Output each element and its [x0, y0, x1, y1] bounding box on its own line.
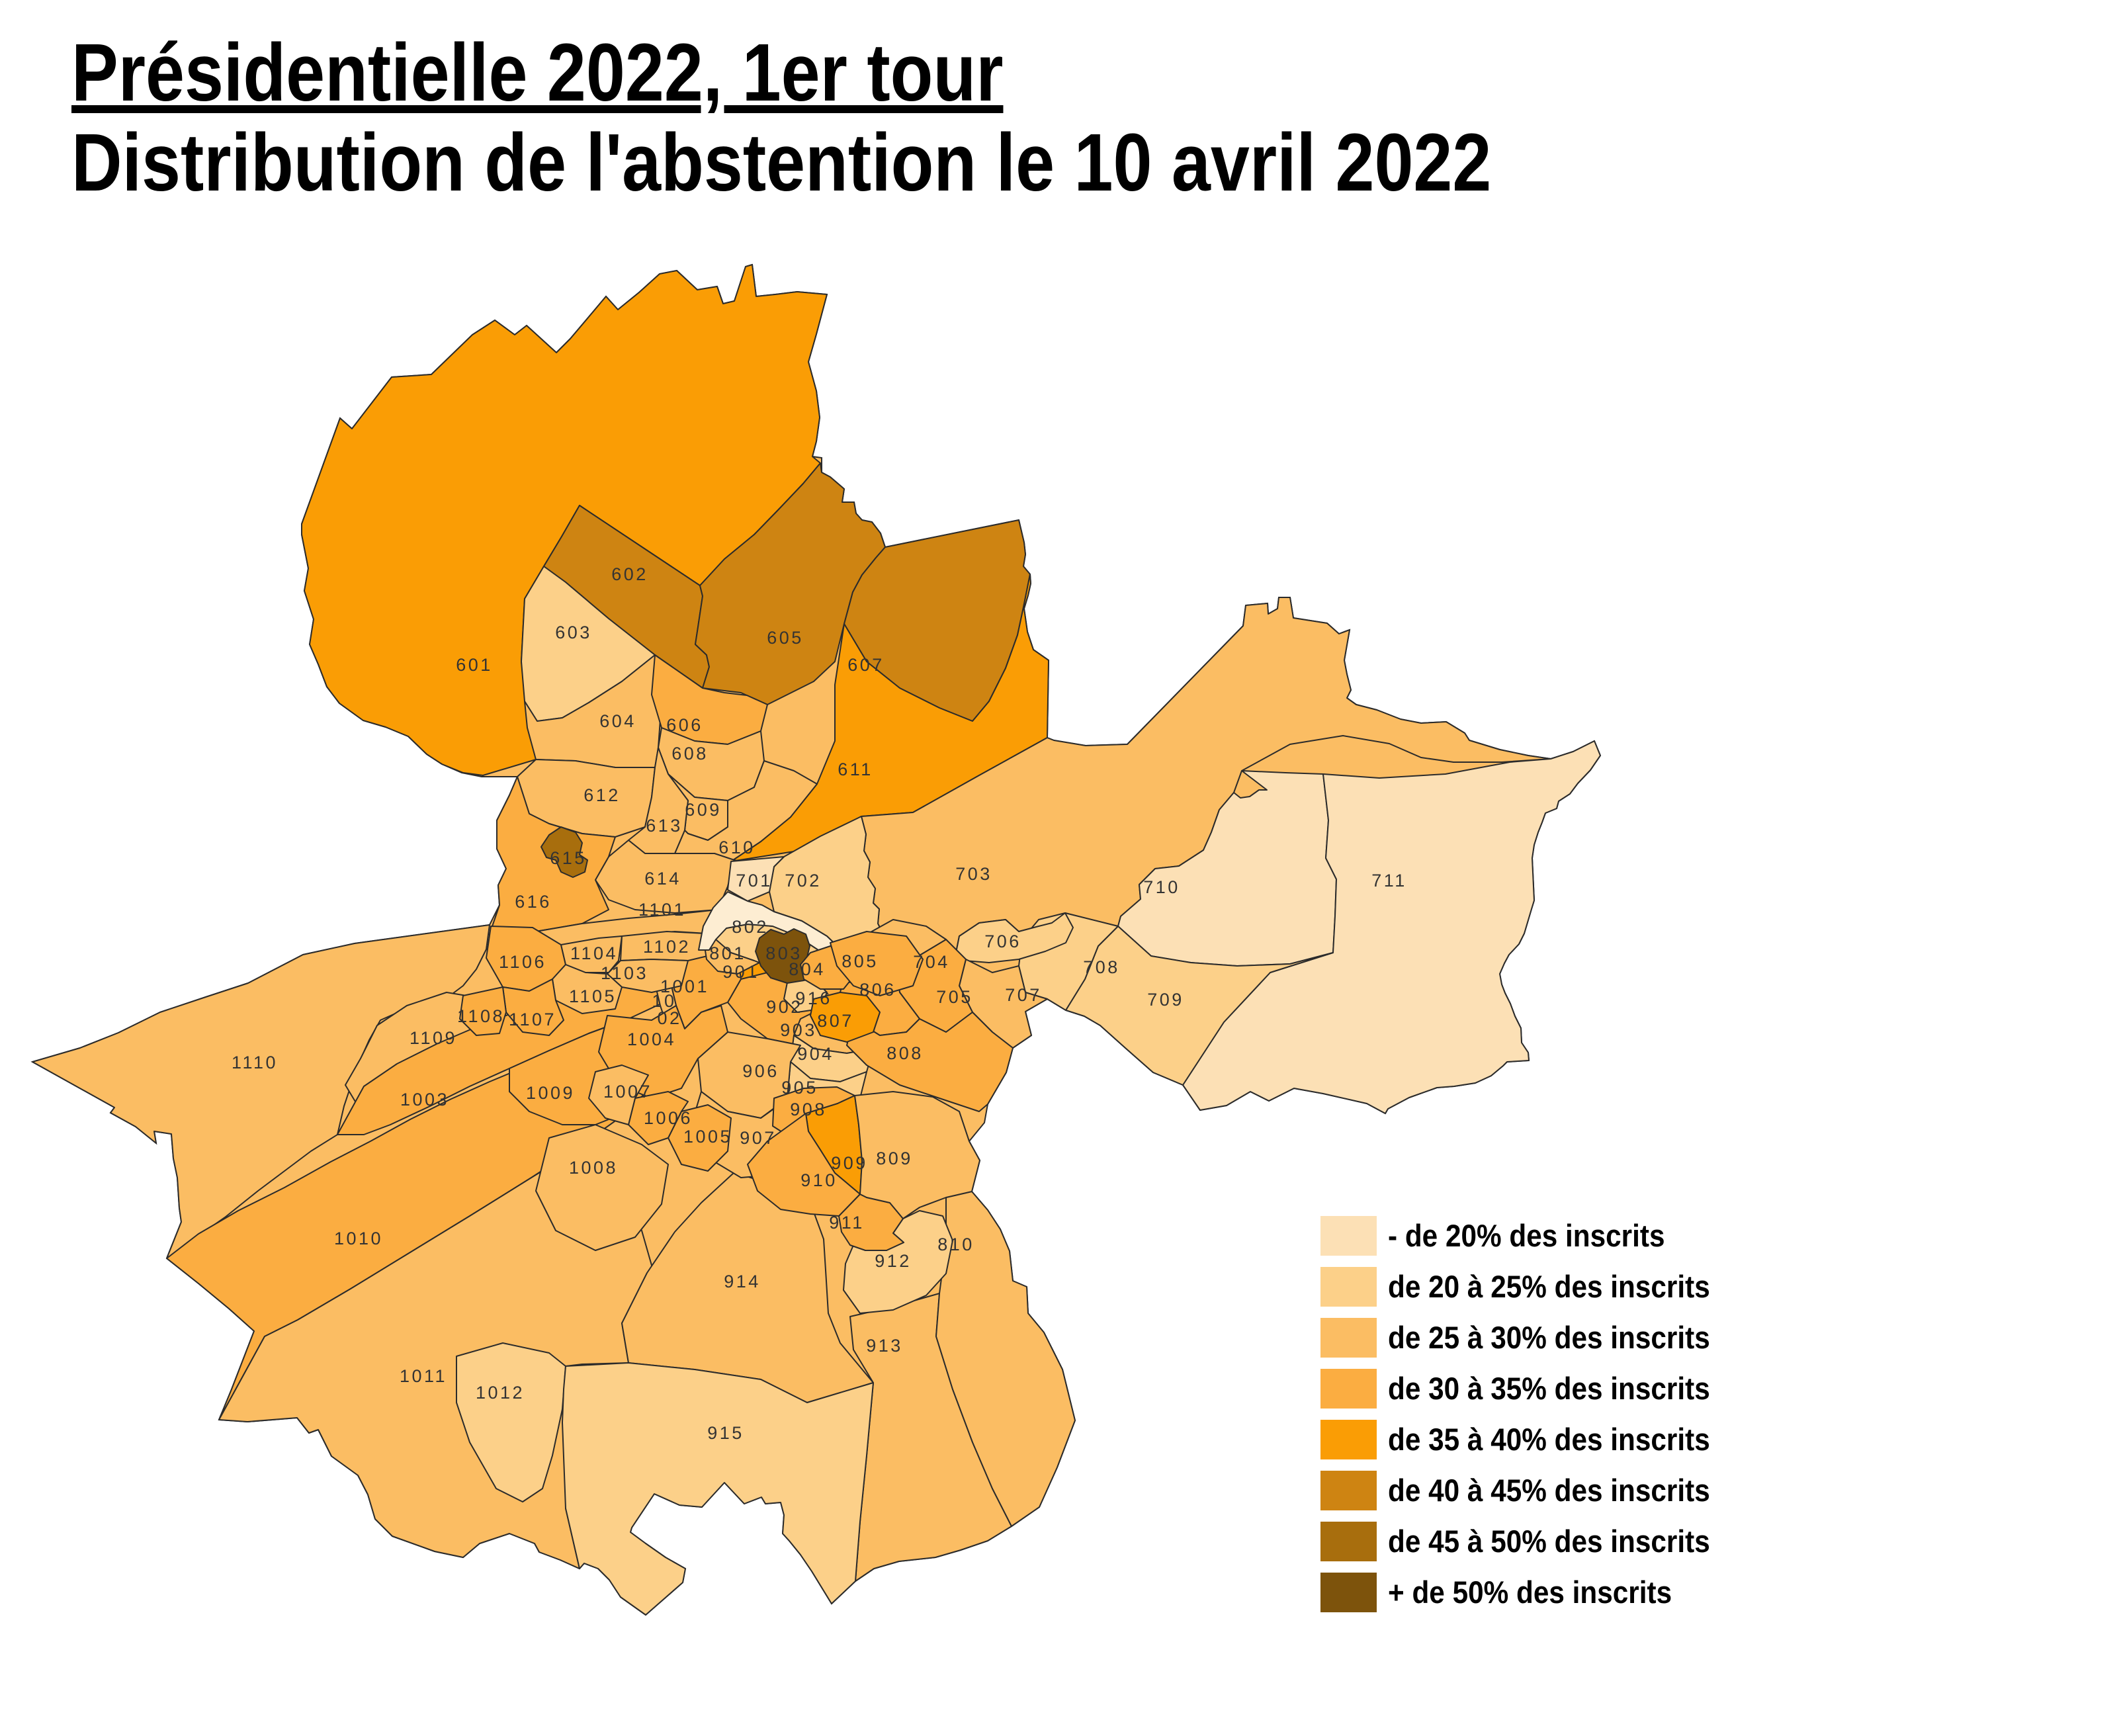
- svg-text:10: 10: [652, 991, 676, 1011]
- svg-text:1010: 1010: [334, 1229, 383, 1248]
- svg-text:916: 916: [795, 988, 832, 1008]
- svg-text:602: 602: [611, 564, 648, 584]
- svg-text:914: 914: [724, 1272, 761, 1291]
- svg-text:806: 806: [859, 980, 896, 1000]
- svg-text:1001: 1001: [660, 976, 709, 996]
- svg-text:703: 703: [955, 864, 992, 884]
- svg-text:1011: 1011: [400, 1366, 447, 1386]
- svg-text:911: 911: [829, 1213, 865, 1233]
- svg-text:1005: 1005: [683, 1127, 732, 1147]
- svg-text:607: 607: [847, 655, 885, 675]
- svg-text:02: 02: [657, 1008, 681, 1028]
- svg-text:901: 901: [722, 962, 759, 982]
- svg-text:1102: 1102: [643, 937, 691, 957]
- svg-text:1103: 1103: [601, 963, 648, 983]
- svg-text:1108: 1108: [457, 1006, 505, 1026]
- svg-text:907: 907: [740, 1128, 777, 1148]
- svg-text:710: 710: [1143, 877, 1180, 897]
- svg-text:1006: 1006: [644, 1108, 693, 1128]
- svg-text:1104: 1104: [570, 943, 618, 963]
- svg-text:809: 809: [876, 1149, 913, 1168]
- svg-text:904: 904: [797, 1044, 834, 1064]
- svg-text:909: 909: [831, 1153, 868, 1173]
- svg-text:912: 912: [875, 1251, 912, 1271]
- svg-text:603: 603: [555, 623, 592, 642]
- svg-text:615: 615: [550, 848, 587, 868]
- svg-text:608: 608: [671, 744, 709, 763]
- svg-text:605: 605: [767, 628, 804, 648]
- svg-text:609: 609: [685, 800, 722, 820]
- svg-text:1003: 1003: [400, 1090, 449, 1109]
- svg-text:613: 613: [646, 816, 683, 836]
- svg-text:611: 611: [838, 760, 873, 779]
- svg-text:1008: 1008: [569, 1158, 618, 1178]
- svg-text:610: 610: [718, 838, 756, 857]
- svg-text:902: 902: [766, 997, 803, 1017]
- svg-text:915: 915: [707, 1423, 744, 1443]
- svg-text:1009: 1009: [526, 1083, 575, 1103]
- svg-text:1004: 1004: [627, 1029, 676, 1049]
- svg-text:706: 706: [984, 932, 1021, 951]
- svg-text:903: 903: [780, 1020, 817, 1040]
- svg-text:701: 701: [736, 871, 773, 890]
- svg-text:908: 908: [790, 1100, 827, 1119]
- svg-text:910: 910: [800, 1170, 838, 1190]
- svg-text:612: 612: [583, 785, 621, 805]
- svg-text:802: 802: [732, 917, 769, 937]
- svg-text:1107: 1107: [509, 1010, 556, 1029]
- svg-text:801: 801: [709, 943, 746, 963]
- svg-text:1012: 1012: [476, 1383, 525, 1403]
- svg-text:804: 804: [789, 959, 826, 979]
- svg-text:709: 709: [1147, 990, 1184, 1010]
- svg-text:606: 606: [666, 715, 703, 735]
- svg-text:1106: 1106: [499, 952, 546, 972]
- svg-text:711: 711: [1371, 871, 1407, 890]
- svg-text:807: 807: [817, 1011, 854, 1031]
- svg-text:707: 707: [1005, 985, 1042, 1005]
- svg-text:614: 614: [644, 869, 681, 889]
- svg-text:1105: 1105: [569, 986, 617, 1006]
- svg-text:913: 913: [866, 1336, 903, 1356]
- svg-text:601: 601: [456, 655, 493, 675]
- svg-text:708: 708: [1083, 957, 1120, 977]
- svg-text:803: 803: [765, 943, 802, 963]
- svg-text:1110: 1110: [232, 1053, 278, 1072]
- svg-text:604: 604: [599, 711, 636, 731]
- svg-text:702: 702: [785, 871, 822, 890]
- svg-text:808: 808: [886, 1043, 924, 1063]
- svg-text:906: 906: [742, 1061, 779, 1081]
- svg-text:805: 805: [842, 951, 879, 971]
- svg-text:705: 705: [936, 987, 973, 1007]
- svg-text:905: 905: [781, 1078, 818, 1098]
- svg-text:704: 704: [913, 952, 950, 972]
- svg-text:1101: 1101: [638, 900, 686, 920]
- svg-text:1007: 1007: [603, 1082, 652, 1102]
- svg-text:810: 810: [937, 1235, 974, 1254]
- svg-text:1109: 1109: [410, 1028, 457, 1048]
- svg-text:616: 616: [515, 892, 552, 912]
